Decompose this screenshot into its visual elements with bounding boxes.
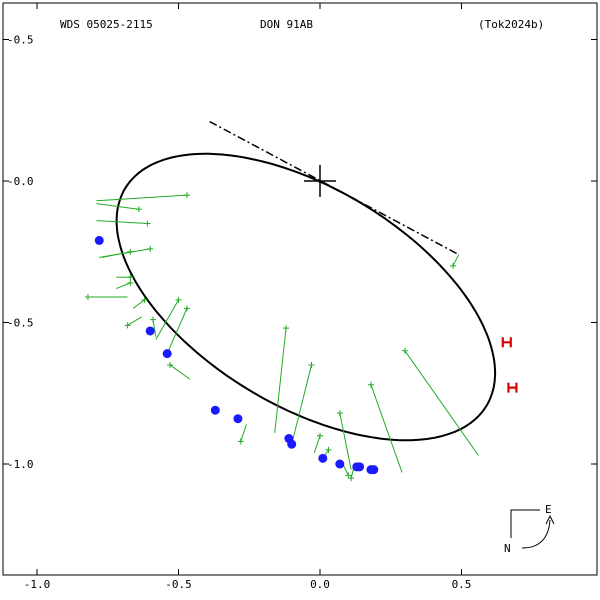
- x-tick-label-2: 0.0: [310, 578, 330, 591]
- green-observation-3: [147, 245, 154, 252]
- red-H-observation-0: [501, 337, 512, 348]
- title-left: WDS 05025-2115: [60, 18, 153, 31]
- residual-line-8: [132, 299, 145, 309]
- x-tick-label-0: -1.0: [24, 578, 51, 591]
- blue-observation-12: [369, 465, 379, 475]
- y-tick-label-1: -0.0: [7, 175, 34, 188]
- green-observation-19: [336, 410, 343, 417]
- compass: E N: [504, 503, 555, 555]
- y-tick-label-0: -0.5: [7, 34, 34, 47]
- green-observation-22: [450, 262, 457, 269]
- compass-arrowhead: [545, 514, 555, 525]
- compass-arrow: [521, 519, 551, 549]
- residual-line-19: [339, 412, 352, 470]
- green-observation-11: [175, 296, 182, 303]
- residual-line-0: [96, 194, 188, 202]
- blue-observation-2: [162, 349, 172, 359]
- green-observation-8: [141, 296, 148, 303]
- residual-line-17: [313, 435, 321, 453]
- green-observation-5: [127, 274, 134, 281]
- green-observation-18: [325, 446, 332, 453]
- green-observation-24: [348, 475, 355, 482]
- blue-observation-7: [318, 453, 328, 463]
- residual-line-2: [96, 220, 148, 224]
- green-observation-14: [283, 325, 290, 332]
- residual-line-6: [116, 282, 131, 290]
- x-tick-label-3: 0.5: [452, 578, 472, 591]
- residual-line-1: [96, 203, 139, 210]
- green-observation-9: [124, 322, 131, 329]
- blue-observation-3: [210, 405, 220, 415]
- blue-observation-0: [94, 235, 104, 245]
- residual-lines: [87, 194, 479, 479]
- compass-north-label: N: [504, 542, 511, 555]
- orbit-layer: [115, 120, 497, 442]
- green-observation-2: [144, 220, 151, 227]
- green-observation-15: [308, 361, 315, 368]
- residual-line-21: [404, 350, 479, 456]
- residual-line-15: [291, 364, 312, 445]
- residual-line-20: [370, 384, 403, 473]
- node-line: [209, 120, 460, 256]
- x-tick-label-1: -0.5: [165, 578, 192, 591]
- blue-observation-8: [335, 459, 345, 469]
- green-observation-7: [84, 294, 91, 301]
- residual-line-11: [155, 299, 179, 340]
- orbit-ellipse: [115, 152, 497, 442]
- plot-frame: [2, 2, 598, 576]
- residual-line-16: [240, 424, 247, 442]
- compass-east-label: E: [545, 503, 552, 516]
- green-observation-6: [127, 279, 134, 286]
- y-tick-label-3: -1.0: [7, 458, 34, 471]
- blue-observation-6: [287, 439, 297, 449]
- green-observation-20: [367, 381, 374, 388]
- blue-observation-10: [355, 462, 365, 472]
- green-observation-23: [345, 472, 352, 479]
- title-center: DON 91AB: [260, 18, 313, 31]
- observation-marks: [84, 192, 518, 482]
- residual-line-9: [127, 316, 142, 326]
- blue-observation-1: [145, 326, 155, 336]
- green-observation-4: [127, 248, 134, 255]
- axis-ticks: -1.0 -0.5 0.0 0.5 -0.5 -0.0 -0.5 -1.0: [3, 3, 597, 591]
- green-observation-10: [150, 316, 157, 323]
- residual-line-14: [274, 328, 287, 433]
- residual-line-12: [166, 308, 188, 354]
- residual-line-22: [452, 254, 460, 267]
- green-observation-16: [237, 438, 244, 445]
- residual-line-4: [101, 251, 131, 258]
- blue-observation-4: [233, 414, 243, 424]
- green-observation-17: [317, 432, 323, 439]
- red-H-observation-1: [507, 382, 518, 393]
- title-right: (Tok2024b): [478, 18, 544, 31]
- residual-line-13: [169, 364, 191, 380]
- green-observation-13: [167, 361, 174, 368]
- y-tick-label-2: -0.5: [7, 317, 34, 330]
- compass-axes: [510, 509, 540, 538]
- green-observation-1: [135, 206, 142, 213]
- green-observation-21: [401, 347, 408, 354]
- green-observation-12: [183, 305, 190, 312]
- green-observation-0: [183, 192, 190, 199]
